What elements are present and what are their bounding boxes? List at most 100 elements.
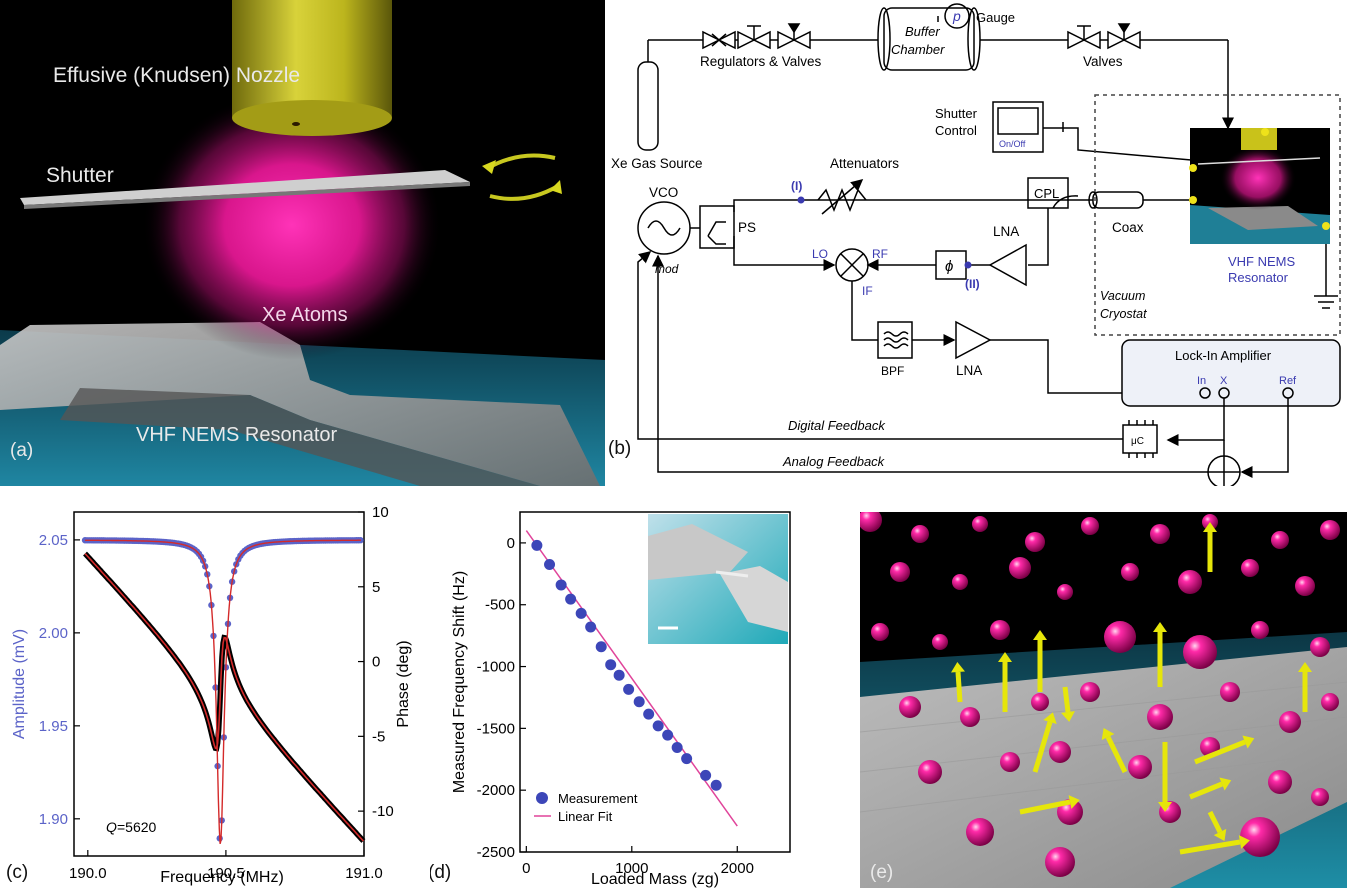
xe-atoms-label: Xe Atoms [262,304,348,326]
xe-atom [1128,755,1152,779]
xe-atom [1279,711,1301,733]
y-axis-label: Measured Frequency Shift (Hz) [451,571,468,793]
xe-atom [966,818,994,846]
arrow-head [1068,795,1080,809]
y-tick-label-left: 1.90 [39,811,68,828]
measurement-point [710,779,722,791]
gauge-symbol: p [952,8,961,24]
arrow-head [1298,662,1312,672]
xe-atom [1311,788,1329,806]
y-tick-label-right: -10 [372,803,394,820]
arrow-head [1219,777,1232,791]
legend-measurement-label: Measurement [558,791,638,806]
panel-a-svg [0,0,605,486]
digital-feedback-label: Digital Feedback [788,418,886,433]
panel-c-chart: 190.0 190.5 191.0 2.05 2.00 1.95 1.90 10 5 0 -5 -10… [0,492,430,888]
lna-label: LNA [993,224,1019,239]
xe-atom [1081,517,1099,535]
panel-e-render: (e) [860,512,1347,888]
phase-fit-line [84,553,364,842]
y-tick-label-right: 0 [372,654,380,671]
x-axis-label: Frequency (MHz) [160,869,284,886]
xe-atom [1310,637,1330,657]
arrow-head [1033,630,1047,640]
velocity-arrow-icon [1105,735,1128,774]
xe-atom [1268,770,1292,794]
xe-atom [1240,817,1280,857]
xe-atom [860,512,882,532]
xe-atom [932,634,948,650]
xe-atom [1295,576,1315,596]
xe-atom [1271,531,1289,549]
panel-b-tag: (b) [608,438,632,459]
measurement-point [575,607,587,619]
panel-d-svg: 0 1000 2000 0 -500 -1000 -1500 -2000 -2500 Measu… [451,511,791,888]
amplitude-fit-line [85,539,361,844]
x-tick-label: 0 [522,860,530,877]
xe-atom [1057,584,1073,600]
y-tick-label: -1500 [477,720,515,737]
xe-atom [1045,847,1075,877]
measurement-point [681,753,693,765]
panel-d-chart: 0 1000 2000 0 -500 -1000 -1500 -2000 -2500 Measu… [430,492,860,888]
xe-atom [911,525,929,543]
lockin-x-label: X [1220,375,1228,387]
xe-atom [1183,635,1217,669]
nozzle-icon [232,0,392,118]
xe-atom [1251,621,1269,639]
y-tick-label: 0 [507,535,515,552]
gauge-icon [944,3,970,29]
panel-b-svg: p Gauge Buffer Chamber Regulators & Valv… [611,3,1341,486]
vacuum-label-2: Cryostat [1100,307,1147,321]
y-tick-label-right: 5 [372,579,380,596]
arrow-head [1238,835,1250,849]
measurement-point [605,659,617,671]
y-tick-label: -1000 [477,659,515,676]
xe-atom [1049,741,1071,763]
lockin-label: Lock-In Amplifier [1175,348,1272,363]
xe-atom [1178,570,1202,594]
panel-c-svg: 190.0 190.5 191.0 2.05 2.00 1.95 1.90 10 5 0 -5 -10… [11,504,412,886]
vco-label: VCO [649,185,678,200]
arrow-head [1101,728,1115,741]
measurement-point [613,669,625,681]
arrow-head [998,652,1012,662]
measurement-point [643,708,655,720]
measurement-point [633,696,645,708]
y-axis-label-right: Phase (deg) [395,640,412,727]
y-tick-label-right: 10 [372,504,389,521]
measurement-point [585,621,597,633]
x-axis-label: Loaded Mass (zg) [591,871,719,888]
xe-atom [960,707,980,727]
inset-sem-image [648,514,788,644]
xe-atom [899,696,921,718]
legend: Measurement Linear Fit [534,791,638,824]
y-tick-label: -500 [485,597,515,614]
lna-icon [988,243,1027,287]
xe-atom [1080,682,1100,702]
attenuators-label: Attenuators [830,156,899,171]
shutter-label: Shutter [46,164,114,187]
y-tick-label-right: -5 [372,728,385,745]
velocity-arrow-icon [1032,721,1053,773]
nozzle-label: Effusive (Knudsen) Nozzle [53,64,301,87]
xe-atom [1000,752,1020,772]
resonator-label: VHF NEMS Resonator [136,424,338,446]
arrow-head [1043,712,1057,725]
measurement-point [565,593,577,605]
y-axis-label-left: Amplitude (mV) [11,629,28,739]
lna2-label: LNA [956,363,982,378]
analog-feedback-label: Analog Feedback [782,454,886,469]
velocity-arrow-icon [1194,739,1246,765]
y-tick-label-left: 1.95 [39,718,68,735]
resonator-label-2: Resonator [1228,270,1289,285]
legend-measurement-marker [536,792,548,804]
arrow-head [1158,802,1172,812]
y-tick-label: -2500 [477,844,515,861]
measurement-point [700,769,712,781]
xe-atom [1121,563,1139,581]
xe-atom [1104,621,1136,653]
xe-atom [1241,559,1259,577]
xe-atom [918,760,942,784]
xe-atom [1320,520,1340,540]
